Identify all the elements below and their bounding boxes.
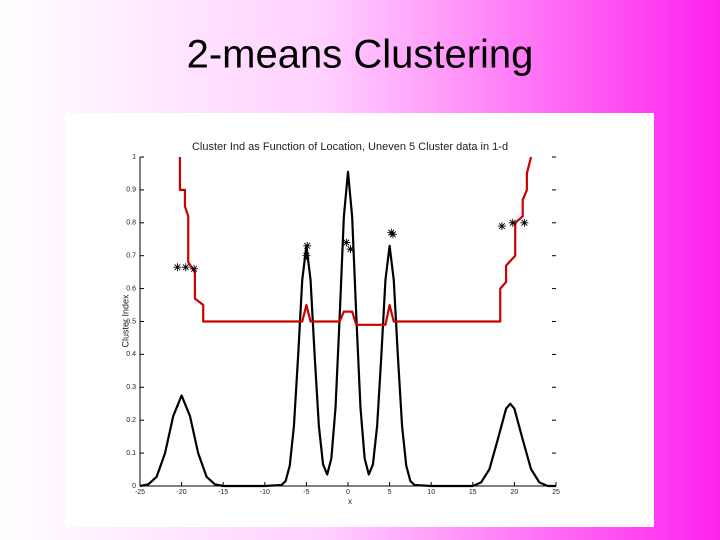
y-tick-label: 0.4 (126, 351, 136, 358)
y-tick-label: 0.3 (126, 384, 136, 391)
star-point (190, 264, 199, 273)
x-tick-label: -25 (135, 489, 145, 496)
x-axis-label: x (348, 497, 352, 506)
x-tick-label: 10 (427, 489, 435, 496)
y-tick-label: 0.7 (126, 253, 136, 260)
x-tick-label: -15 (218, 489, 228, 496)
star-point (388, 230, 397, 239)
y-tick-label: 0 (132, 483, 136, 490)
y-tick-label: 0.8 (126, 220, 136, 227)
x-tick-label: -5 (303, 489, 309, 496)
star-point (181, 263, 190, 272)
star-point (302, 251, 311, 260)
y-tick-label: 0.9 (126, 187, 136, 194)
y-tick-label: 0.6 (126, 285, 136, 292)
star-point (508, 218, 517, 227)
star-point (520, 218, 529, 227)
x-tick-label: -20 (177, 489, 187, 496)
star-point (497, 222, 506, 231)
slide-title: 2-means Clustering (187, 33, 534, 77)
y-tick-label: 1 (132, 154, 136, 161)
chart-panel (65, 113, 654, 527)
y-tick-label: 0.1 (126, 450, 136, 457)
series-line (139, 170, 556, 488)
chart-title: Cluster Ind as Function of Location, Une… (192, 141, 508, 153)
star-point (346, 245, 355, 254)
y-tick-label: 0.5 (126, 318, 136, 325)
y-tick-label: 0.2 (126, 417, 136, 424)
x-tick-label: 0 (346, 489, 350, 496)
star-point (342, 238, 351, 247)
star-point (303, 241, 312, 250)
y-axis-label: Cluster Index (120, 294, 130, 348)
x-tick-label: -10 (260, 489, 270, 496)
x-tick-label: 5 (388, 489, 392, 496)
x-tick-label: 25 (552, 489, 560, 496)
x-tick-label: 20 (511, 489, 519, 496)
star-point (173, 263, 182, 272)
x-tick-label: 15 (469, 489, 477, 496)
